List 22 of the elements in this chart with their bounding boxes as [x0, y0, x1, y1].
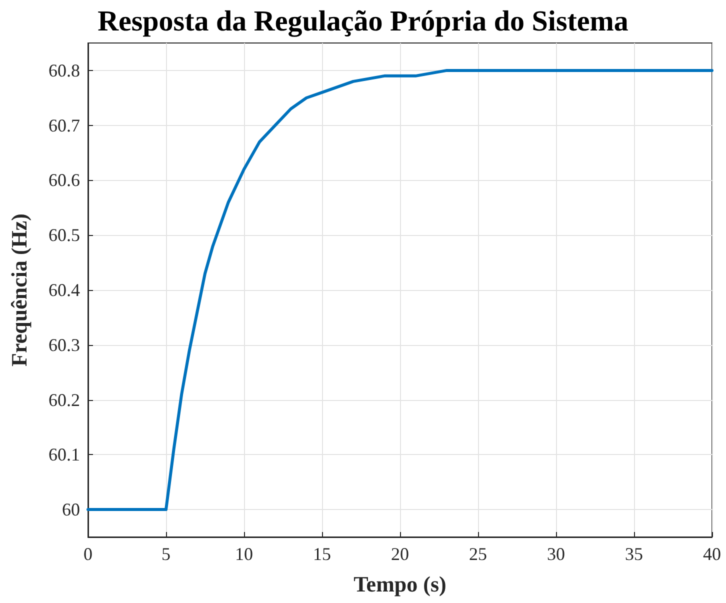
line-series [86, 68, 714, 512]
y-axis-title: Frequência (Hz) [6, 214, 32, 366]
x-tick-label: 20 [391, 544, 409, 564]
y-tick-label: 60.8 [48, 60, 80, 80]
x-tick-label: 0 [84, 544, 92, 564]
y-tick-label: 60.5 [48, 225, 80, 246]
x-tick-label: 40 [703, 544, 721, 564]
x-axis-title: Tempo (s) [354, 572, 446, 596]
y-tick-label: 60.2 [48, 390, 80, 410]
x-tick-label: 5 [162, 544, 170, 564]
y-tick-label: 60 [62, 500, 80, 520]
y-tick-label: 60.7 [48, 115, 80, 136]
y-tick-label: 60.6 [48, 170, 80, 190]
y-tick-label: 60.1 [48, 444, 80, 465]
x-tick-label: 10 [235, 544, 253, 564]
y-tick-label: 60.4 [48, 280, 80, 300]
x-tick-label: 30 [547, 544, 565, 564]
x-tick-label: 35 [625, 544, 643, 564]
y-tick-label: 60.3 [48, 334, 80, 355]
chart-title: Resposta da Regulação Própria do Sistema [98, 6, 629, 38]
x-tick-label: 15 [313, 544, 331, 564]
x-tick-label: 25 [469, 544, 487, 564]
